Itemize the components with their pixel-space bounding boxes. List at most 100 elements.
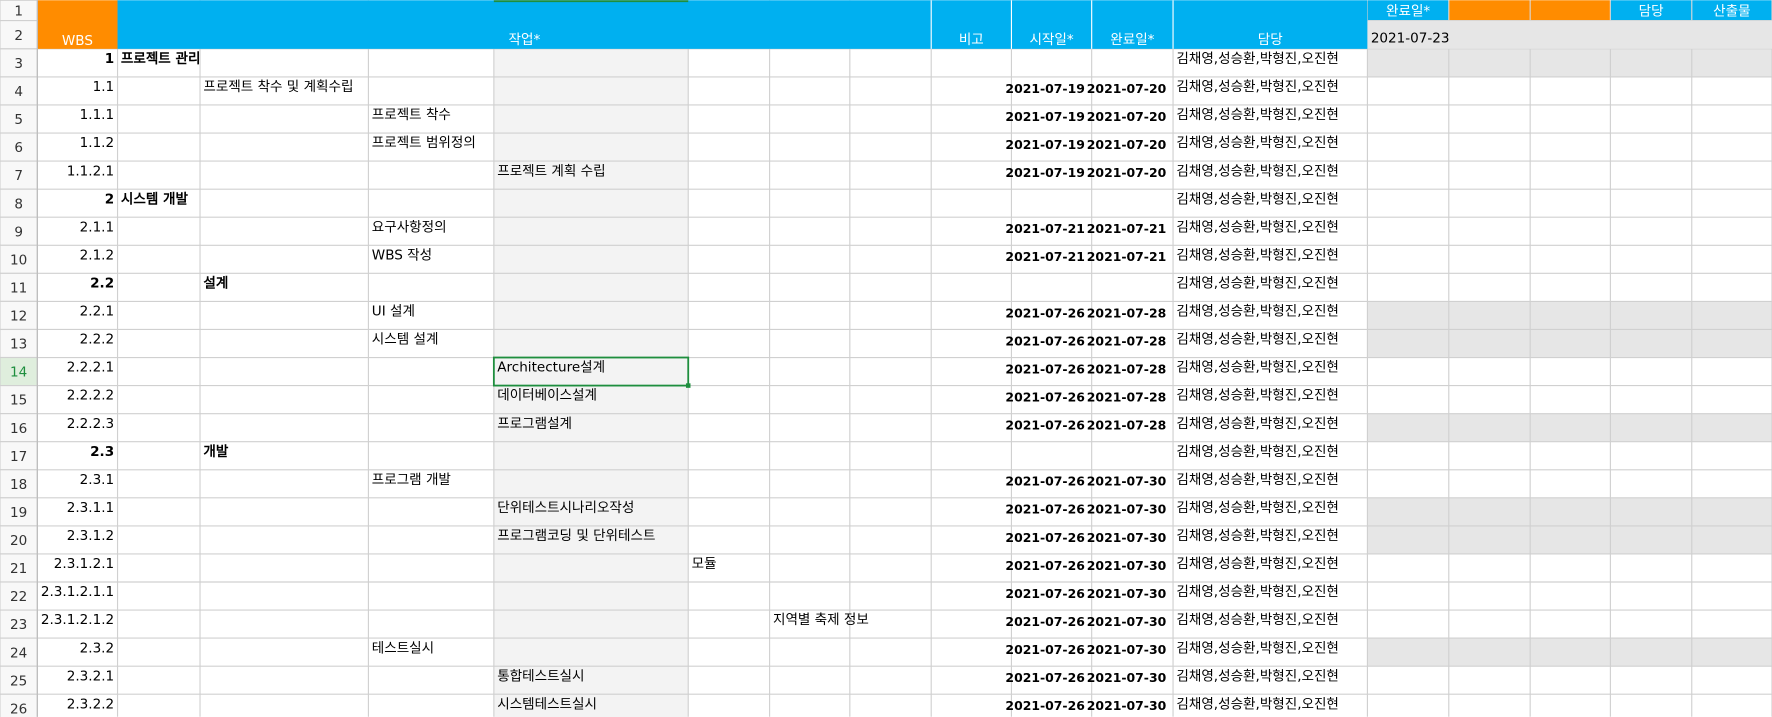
row-number: 22 bbox=[10, 589, 27, 605]
start-date: 2021-07-19 bbox=[1005, 109, 1084, 124]
main-header bbox=[117, 0, 1368, 49]
row-number: 20 bbox=[10, 533, 27, 549]
task-column-fill bbox=[493, 694, 689, 717]
owner: 김채영,성승환,박형진,오진현 bbox=[1176, 444, 1338, 460]
header-text: 완료일* bbox=[1110, 32, 1154, 48]
shaded-cells bbox=[1367, 48, 1772, 77]
task-column-fill bbox=[493, 245, 689, 274]
wbs-number: 2.2.2.2 bbox=[67, 388, 114, 404]
task-column-fill bbox=[493, 469, 689, 498]
end-date: 2021-07-30 bbox=[1087, 558, 1167, 573]
wbs-number: 2.2.2.3 bbox=[67, 416, 114, 432]
header-text: 비고 bbox=[959, 32, 984, 48]
header-text: 작업* bbox=[509, 32, 541, 48]
end-date: 2021-07-21 bbox=[1087, 221, 1166, 236]
start-date: 2021-07-26 bbox=[1005, 390, 1084, 405]
end-date: 2021-07-20 bbox=[1087, 165, 1167, 180]
task-column-fill bbox=[493, 189, 689, 218]
wbs-number: 1.1.2 bbox=[80, 135, 114, 151]
end-date: 2021-07-30 bbox=[1087, 502, 1167, 517]
end-date: 2021-07-30 bbox=[1087, 586, 1167, 601]
wbs-number: 2.1.1 bbox=[80, 219, 114, 235]
shaded-cells bbox=[1367, 525, 1772, 554]
end-date: 2021-07-20 bbox=[1087, 137, 1167, 152]
start-date: 2021-07-26 bbox=[1005, 586, 1084, 601]
wbs-number: 2.2.1 bbox=[80, 304, 114, 320]
row-number: 26 bbox=[10, 701, 27, 717]
task-column-fill bbox=[493, 301, 689, 330]
header-text: 담당 bbox=[1258, 32, 1283, 48]
row-number: 25 bbox=[10, 673, 27, 689]
wbs-number: 1.1.1 bbox=[80, 107, 114, 123]
end-date: 2021-07-30 bbox=[1087, 670, 1167, 685]
row-number: 23 bbox=[10, 617, 27, 633]
owner: 김채영,성승환,박형진,오진현 bbox=[1176, 528, 1338, 544]
shaded-cells bbox=[1367, 413, 1772, 442]
fill-handle[interactable] bbox=[685, 383, 691, 388]
end-date: 2021-07-30 bbox=[1087, 642, 1167, 657]
row-header bbox=[0, 20, 38, 50]
task-column-fill bbox=[493, 104, 689, 134]
wbs-number: 2.3 bbox=[90, 444, 114, 460]
owner: 김채영,성승환,박형진,오진현 bbox=[1176, 219, 1338, 235]
task-column-fill bbox=[493, 48, 689, 77]
owner: 김채영,성승환,박형진,오진현 bbox=[1176, 416, 1338, 432]
task-name: 프로젝트 계획 수립 bbox=[497, 163, 605, 179]
end-date: 2021-07-20 bbox=[1087, 81, 1167, 96]
row-header bbox=[0, 328, 38, 359]
row-number: 1 bbox=[14, 4, 23, 20]
owner: 김채영,성승환,박형진,오진현 bbox=[1176, 191, 1338, 207]
row-number: 13 bbox=[10, 337, 27, 353]
row-number: 24 bbox=[10, 645, 27, 661]
task-name: 데이터베이스설계 bbox=[497, 388, 597, 404]
task-name: 프로그램코딩 및 단위테스트 bbox=[497, 528, 655, 544]
wbs-number: 2.2 bbox=[90, 276, 114, 292]
header-text: 담당 bbox=[1639, 4, 1664, 20]
start-date: 2021-07-26 bbox=[1005, 530, 1084, 545]
owner: 김채영,성승환,박형진,오진현 bbox=[1176, 247, 1338, 263]
task-name: 프로젝트 범위정의 bbox=[372, 135, 476, 151]
owner: 김채영,성승환,박형진,오진현 bbox=[1176, 51, 1338, 67]
done-date: 2021-07-23 bbox=[1371, 31, 1450, 47]
owner: 김채영,성승환,박형진,오진현 bbox=[1176, 584, 1338, 600]
shaded-cells bbox=[1367, 301, 1772, 330]
owner: 김채영,성승환,박형진,오진현 bbox=[1176, 332, 1338, 348]
start-date: 2021-07-19 bbox=[1005, 81, 1084, 96]
extra-row2 bbox=[1367, 20, 1772, 49]
header-text: 시작일* bbox=[1029, 32, 1073, 48]
end-date: 2021-07-28 bbox=[1087, 305, 1166, 320]
wbs-number: 2.3.2.1 bbox=[67, 668, 114, 684]
start-date: 2021-07-26 bbox=[1005, 558, 1084, 573]
owner: 김채영,성승환,박형진,오진현 bbox=[1176, 472, 1338, 488]
end-date: 2021-07-30 bbox=[1087, 474, 1167, 489]
task-column-fill bbox=[493, 441, 689, 470]
task-column-fill bbox=[493, 357, 689, 386]
start-date: 2021-07-21 bbox=[1005, 249, 1084, 264]
row-header bbox=[0, 581, 38, 611]
task-column-fill bbox=[493, 638, 689, 667]
owner: 김채영,성승환,박형진,오진현 bbox=[1176, 360, 1338, 376]
selected-cell[interactable] bbox=[492, 356, 690, 387]
task-name: 개발 bbox=[203, 443, 228, 460]
wbs-number: 2.3.2.2 bbox=[67, 696, 114, 712]
start-date: 2021-07-26 bbox=[1005, 474, 1084, 489]
header-text: WBS bbox=[62, 33, 93, 49]
row-number: 4 bbox=[14, 84, 23, 100]
task-name: 지역별 축제 정보 bbox=[773, 612, 869, 628]
task-name: 프로젝트 착수 및 계획수립 bbox=[203, 79, 353, 95]
owner: 김채영,성승환,박형진,오진현 bbox=[1176, 556, 1338, 572]
task-name: 프로그램설계 bbox=[497, 416, 572, 432]
row-number: 18 bbox=[10, 477, 27, 493]
row-number: 11 bbox=[10, 280, 27, 296]
task-column-fill bbox=[493, 666, 689, 695]
task-column-fill bbox=[493, 217, 689, 246]
start-date: 2021-07-26 bbox=[1005, 361, 1084, 376]
row-number: 14 bbox=[10, 365, 27, 381]
start-date: 2021-07-19 bbox=[1005, 165, 1084, 180]
task-name: 시스템 설계 bbox=[372, 332, 439, 348]
shaded-cells bbox=[1367, 638, 1772, 667]
header-text: 완료일* bbox=[1386, 4, 1430, 20]
start-date: 2021-07-26 bbox=[1005, 698, 1084, 713]
wbs-number: 2.3.1.1 bbox=[67, 500, 114, 516]
end-date: 2021-07-21 bbox=[1087, 249, 1166, 264]
